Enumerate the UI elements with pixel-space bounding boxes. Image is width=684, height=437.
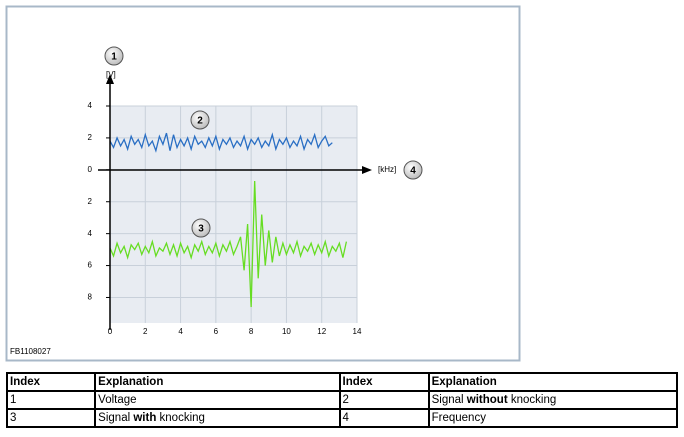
callout: 1 [104, 46, 124, 66]
table-cell: 2 [338, 390, 430, 410]
table-row: 1 Voltage 2 Signal without knocking [5, 390, 679, 410]
table-cell: Signal with knocking [94, 408, 341, 428]
figure: [V] [kHz] FB1108027 1 2 3 4 4 2 0 2 4 6 8 0 2 4 6 8… [5, 5, 521, 362]
table-cell: Voltage [94, 390, 341, 410]
table-cell: Explanation [427, 372, 679, 392]
x-tick-label: 8 [249, 327, 254, 336]
y-tick-label: 0 [88, 165, 93, 174]
y-tick-label: 2 [88, 133, 93, 142]
callout: 3 [191, 218, 211, 238]
table-cell: Explanation [94, 372, 341, 392]
table-cell: Index [338, 372, 430, 392]
signal-line [109, 132, 333, 153]
table-header: Index Explanation Index Explanation [5, 372, 679, 392]
y-axis-label: [V] [106, 70, 116, 79]
table-cell: 4 [338, 408, 430, 428]
table-cell: 3 [5, 408, 97, 428]
cell-text: Signal [431, 393, 467, 406]
y-tick-label: 4 [88, 101, 93, 110]
cell-text: with [133, 411, 157, 424]
x-tick-label: 2 [143, 327, 148, 336]
x-tick-label: 12 [317, 327, 326, 336]
x-tick-label: 6 [214, 327, 219, 336]
cell-text: knocking [507, 393, 557, 406]
y-tick-label: 4 [88, 229, 93, 238]
table-cell: 1 [5, 390, 97, 410]
figure-id: FB1108027 [10, 347, 51, 356]
y-tick-label: 6 [88, 261, 93, 270]
y-tick-label: 8 [88, 293, 93, 302]
y-axis-arrow [106, 74, 114, 84]
callout: 2 [190, 110, 210, 130]
table-cell: Frequency [427, 408, 679, 428]
x-axis-label: [kHz] [378, 165, 396, 174]
callout-label: 3 [198, 224, 204, 235]
cell-text: knocking [156, 411, 205, 424]
x-tick-label: 0 [108, 327, 113, 336]
x-tick-label: 10 [282, 327, 291, 336]
y-tick-label: 2 [88, 197, 93, 206]
callout-label: 1 [111, 52, 117, 63]
callout-label: 4 [410, 166, 416, 177]
callout: 4 [403, 160, 423, 180]
cell-text: Signal [98, 411, 134, 424]
legend-table: Index Explanation Index Explanation 1 Voltage… [5, 372, 679, 428]
table-row: 3 Signal with knocking 4 Frequency [5, 408, 679, 428]
table-cell: Index [5, 372, 97, 392]
signal-line [109, 180, 348, 308]
callout-label: 2 [197, 116, 203, 127]
x-tick-label: 14 [353, 327, 362, 336]
table-cell: Signal without knocking [427, 390, 679, 410]
cell-text: without [466, 393, 508, 406]
x-axis-arrow [362, 166, 372, 174]
x-tick-label: 4 [178, 327, 183, 336]
